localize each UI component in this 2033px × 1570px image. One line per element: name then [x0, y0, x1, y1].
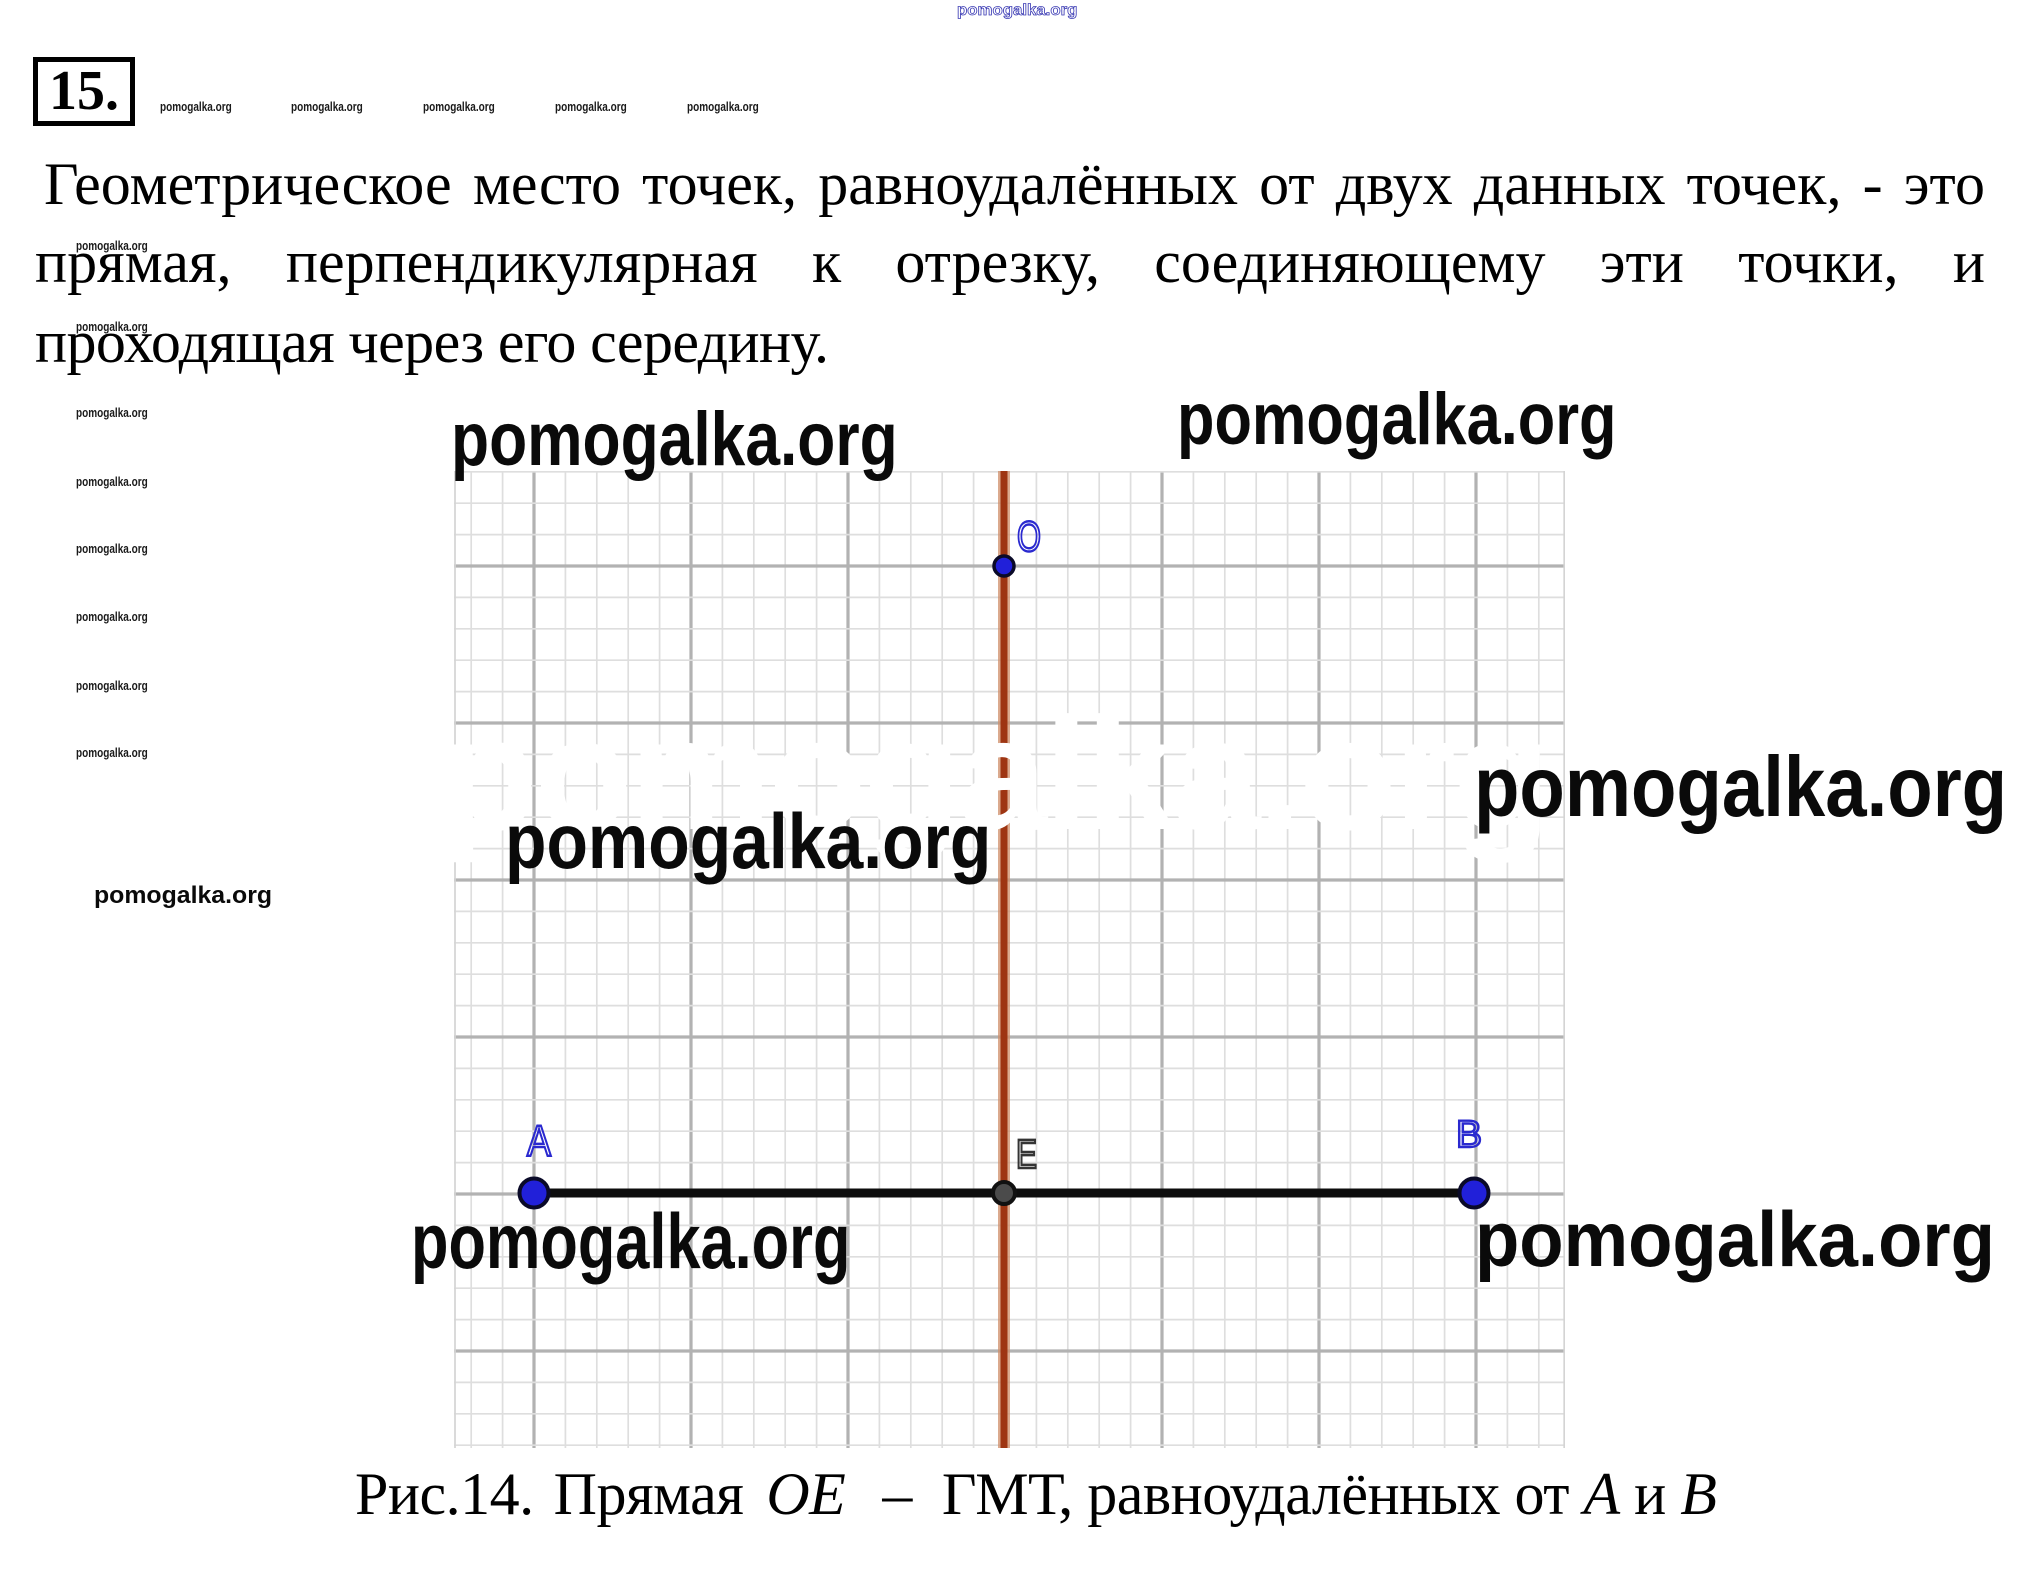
svg-text:B: B [1456, 1114, 1482, 1156]
svg-text:E: E [1016, 1131, 1037, 1177]
svg-text:O: O [1017, 513, 1041, 561]
svg-text:A: A [527, 1117, 552, 1166]
